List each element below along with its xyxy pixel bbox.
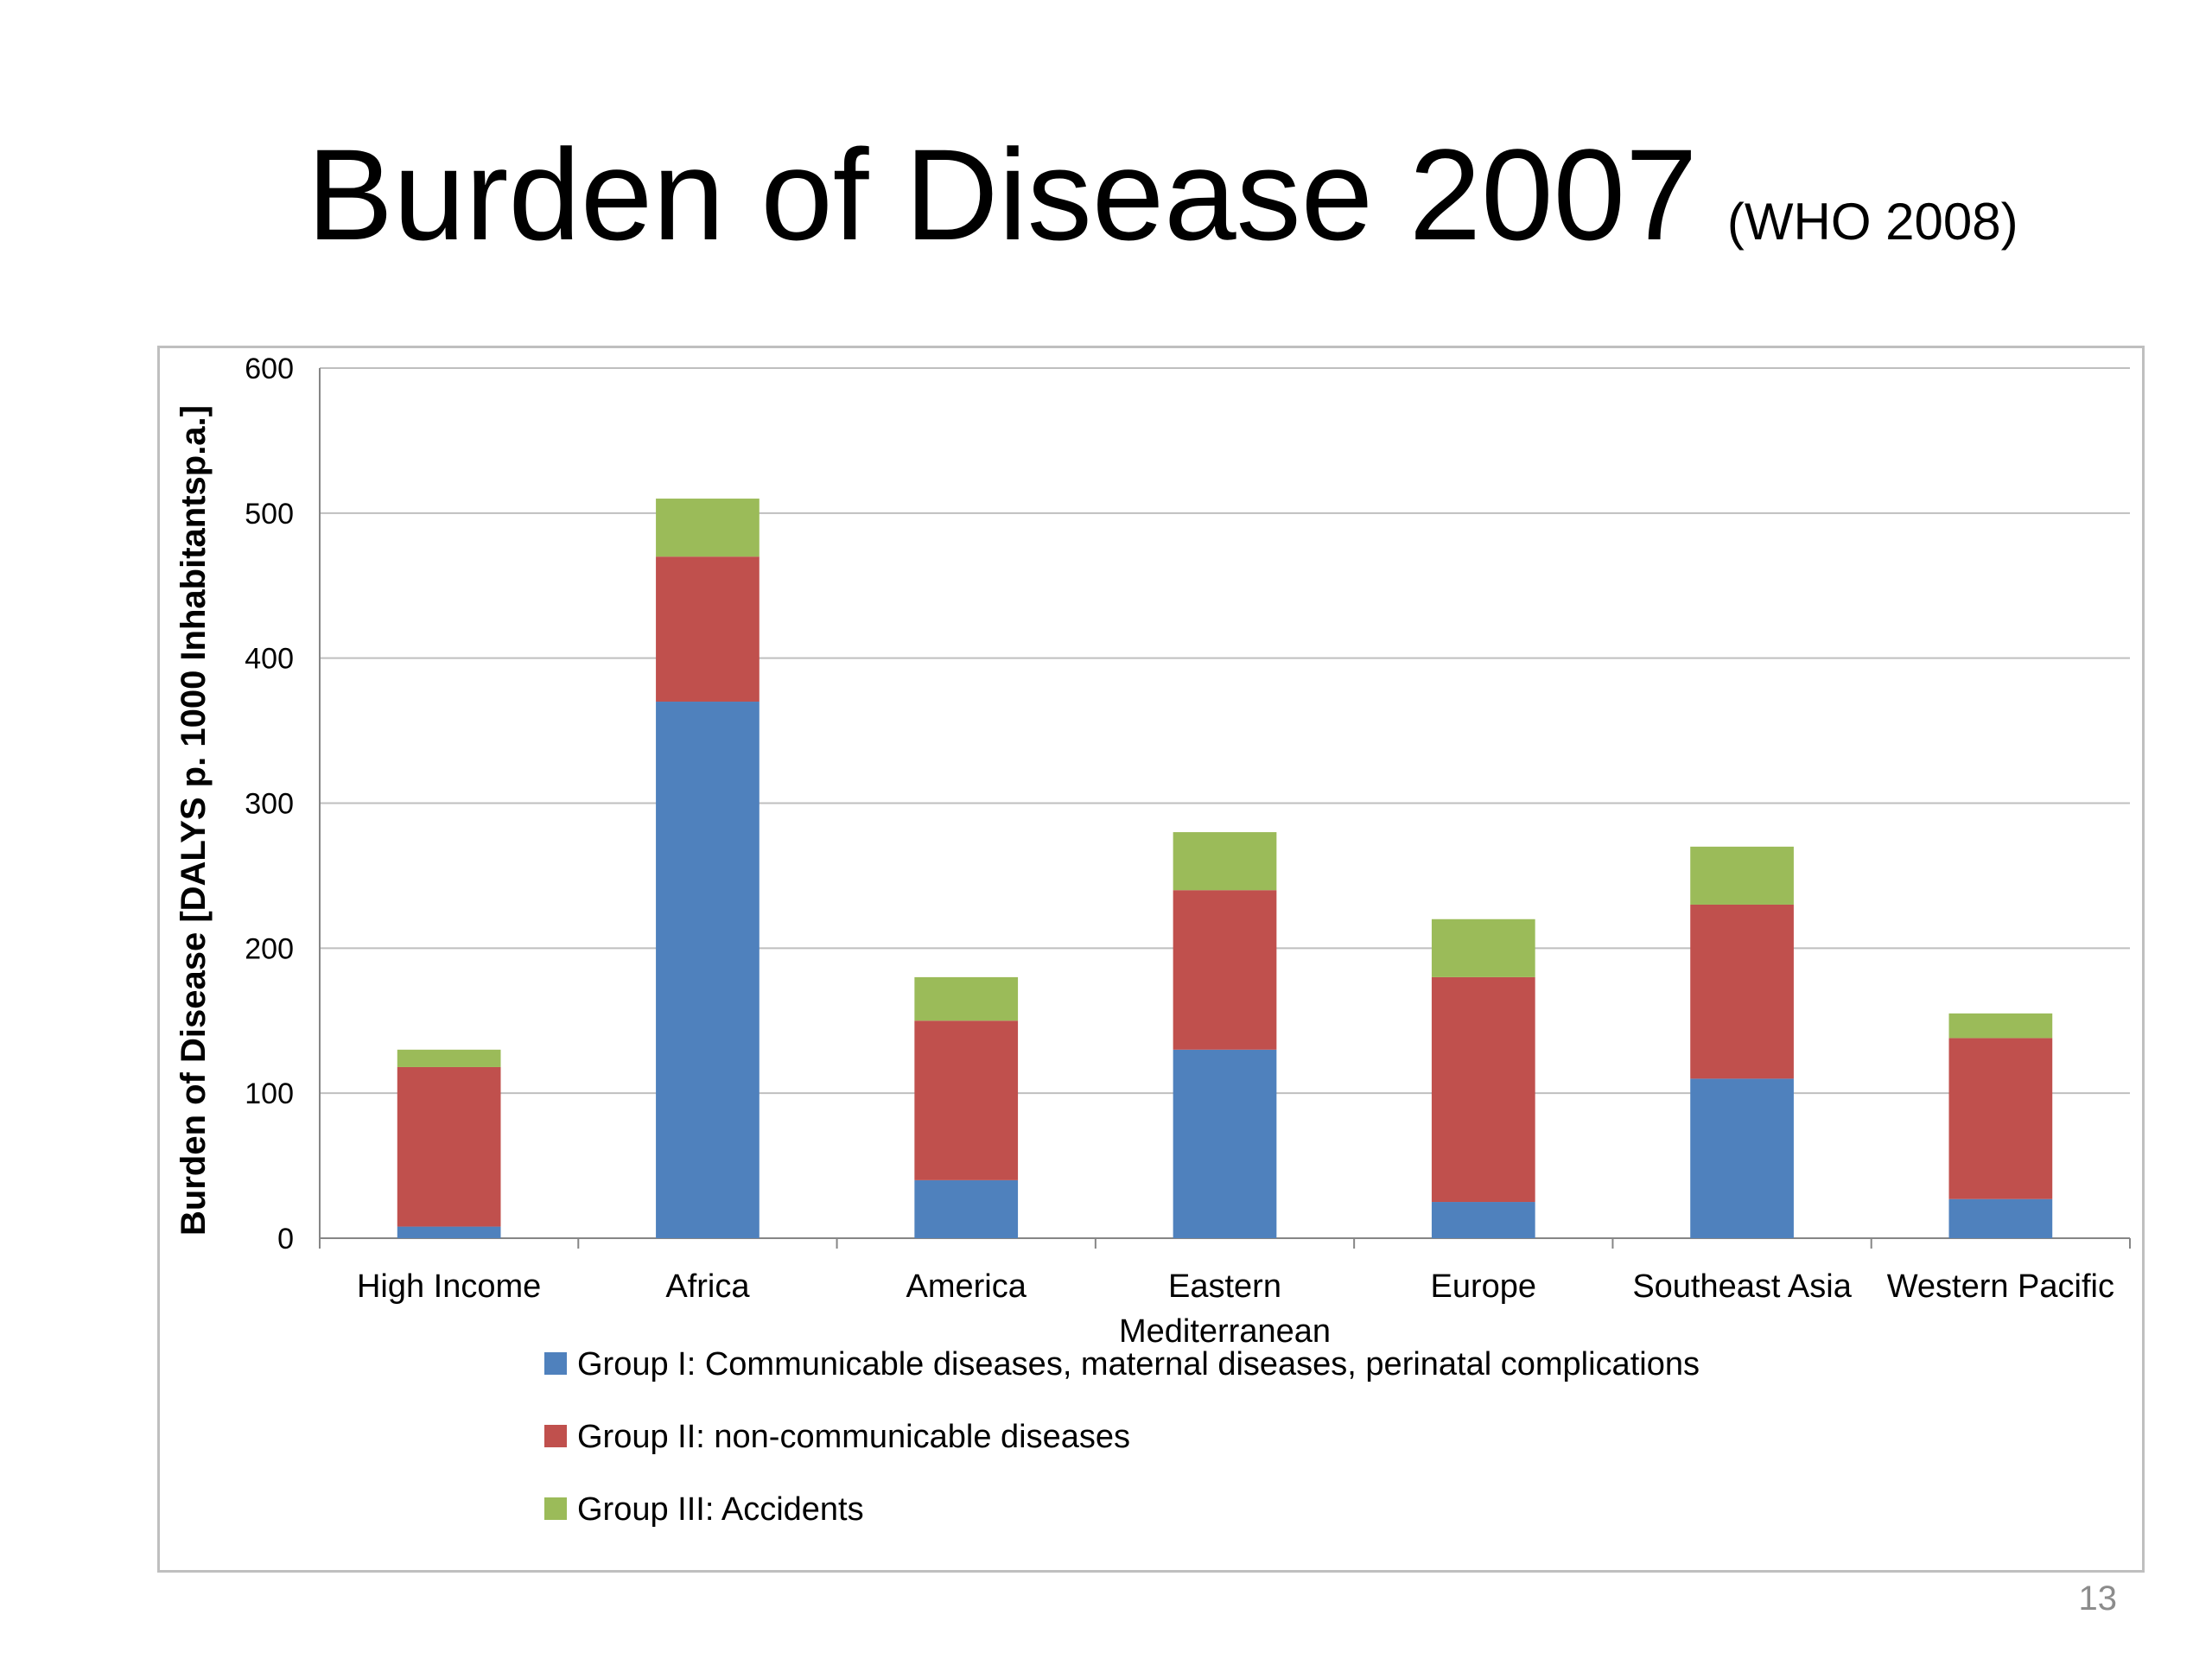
bar-segment-series-2 [1690, 904, 1794, 1079]
bar-segment-series-3 [1948, 1013, 2053, 1039]
x-category-label: Africa [665, 1268, 750, 1305]
bar-segment-series-3 [656, 499, 760, 557]
bar-segment-series-2 [914, 1020, 1019, 1180]
y-tick-label: 500 [245, 498, 294, 531]
x-category-label: Europe [1431, 1268, 1537, 1305]
bar-segment-series-2 [1431, 976, 1535, 1203]
bar-segment-series-3 [1690, 846, 1794, 905]
bar-segment-series-2 [397, 1066, 501, 1227]
y-tick-label: 600 [245, 353, 294, 385]
bar-segment-series-1 [1690, 1078, 1794, 1238]
legend-label: Group I: Communicable diseases, maternal… [577, 1346, 1700, 1382]
y-tick-label: 200 [245, 932, 294, 965]
bar-segment-series-1 [914, 1179, 1019, 1238]
bar-segment-series-2 [656, 556, 760, 702]
title-source: (WHO 2008) [1726, 193, 2018, 251]
bar-segment-series-3 [914, 976, 1019, 1021]
y-tick-label: 0 [277, 1223, 294, 1255]
bar-segment-series-2 [1948, 1038, 2053, 1199]
x-category-label: Mediterranean [1119, 1313, 1331, 1350]
x-category-label: Southeast Asia [1632, 1268, 1852, 1305]
y-tick-label: 100 [245, 1077, 294, 1110]
x-category-label: America [906, 1268, 1027, 1305]
bar-segment-series-1 [1948, 1198, 2053, 1238]
x-category-label: High Income [357, 1268, 541, 1305]
legend-label: Group II: non-communicable diseases [577, 1419, 1130, 1455]
y-tick-label: 300 [245, 788, 294, 821]
bar-segment-series-3 [397, 1049, 501, 1067]
x-category-label: Western Pacific [1887, 1268, 2114, 1305]
stacked-bar-chart: 0 100 200 300 400 500 600 Burden of Disease [DA… [175, 353, 2131, 1528]
y-tick-label: 400 [245, 643, 294, 676]
slide-title: Burden of Disease 2007 (WHO 2008) [307, 130, 2018, 259]
page-number: 13 [2078, 1580, 2118, 1618]
legend-label: Group III: Accidents [577, 1491, 864, 1528]
legend-swatch [544, 1352, 567, 1375]
bar-segment-series-1 [1431, 1202, 1535, 1238]
title-main: Burden of Disease 2007 [307, 122, 1698, 267]
legend-swatch [544, 1425, 567, 1447]
chart-frame: 0 100 200 300 400 500 600 Burden of Disease [DA… [157, 346, 2145, 1573]
bar-segment-series-1 [1173, 1049, 1277, 1238]
legend-swatch [544, 1497, 567, 1520]
bar-segment-series-3 [1173, 832, 1277, 891]
x-category-label: Eastern [1168, 1268, 1281, 1305]
bar-segment-series-1 [397, 1226, 501, 1238]
bar-segment-series-3 [1431, 918, 1535, 977]
y-axis-title: Burden of Disease [DALYS p. 1000 Inhabit… [175, 405, 213, 1236]
bar-segment-series-2 [1173, 890, 1277, 1050]
bar-segment-series-1 [656, 702, 760, 1238]
